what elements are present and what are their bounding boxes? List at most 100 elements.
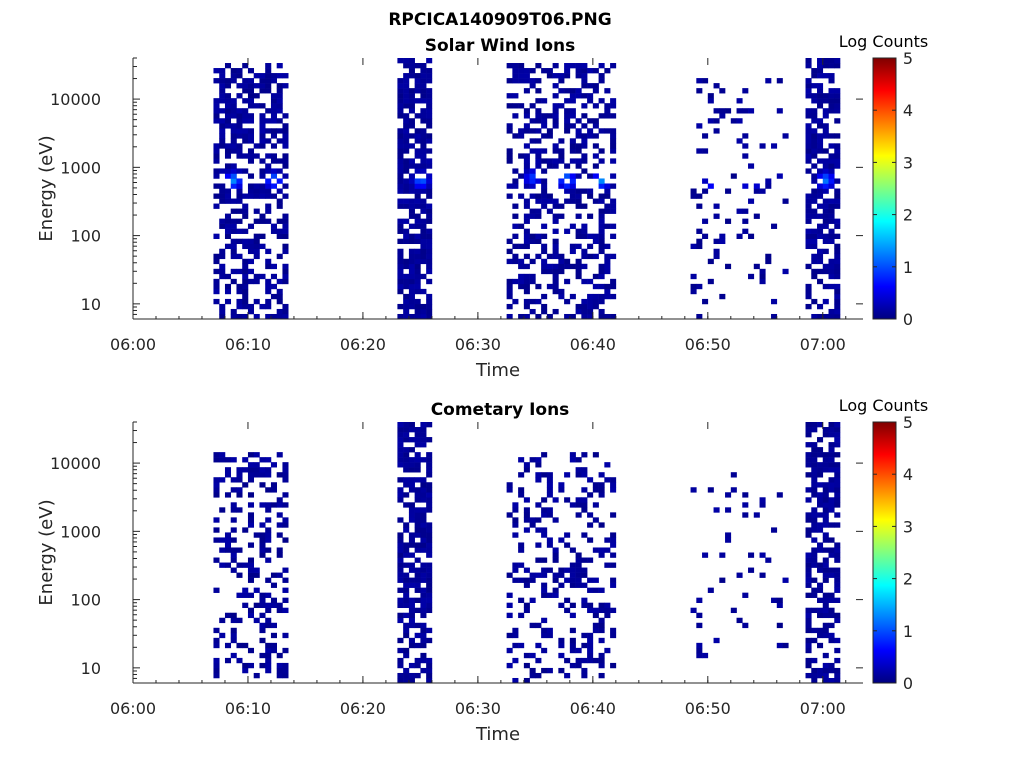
heatmap-cell: [541, 512, 548, 518]
heatmap-cell: [414, 597, 421, 603]
colorbar-tick-label: 3: [903, 517, 913, 536]
heatmap-cell: [523, 163, 530, 169]
heatmap-cell: [236, 238, 243, 245]
heatmap-cell: [811, 552, 818, 558]
heatmap-cell: [569, 602, 576, 609]
heatmap-cell: [581, 253, 588, 260]
heatmap-cell: [213, 193, 220, 199]
heatmap-cell: [581, 667, 588, 674]
heatmap-cell: [397, 432, 404, 438]
heatmap-cell: [512, 93, 519, 99]
heatmap-cell: [598, 228, 605, 234]
heatmap-cell: [834, 587, 841, 593]
heatmap-cell: [512, 233, 519, 239]
heatmap-cell: [581, 467, 588, 473]
heatmap-cell: [230, 228, 237, 234]
heatmap-cell: [224, 213, 232, 219]
heatmap-cell: [253, 83, 260, 89]
heatmap-cell: [518, 487, 525, 493]
heatmap-cell: [426, 472, 433, 478]
heatmap-cell: [265, 288, 272, 295]
heatmap-cell: [247, 78, 255, 84]
heatmap-cell: [535, 517, 542, 523]
heatmap-cell: [282, 647, 289, 654]
heatmap-cell: [811, 492, 818, 498]
heatmap-cell: [817, 123, 824, 129]
heatmap-cell: [742, 108, 749, 114]
heatmap-cell: [426, 607, 433, 614]
heatmap-cell: [552, 213, 559, 219]
heatmap-cell: [541, 268, 548, 275]
heatmap-cell: [253, 193, 260, 199]
heatmap-cell: [403, 672, 410, 679]
heatmap-cell: [523, 233, 530, 239]
heatmap-cell: [811, 118, 818, 124]
heatmap-cell: [834, 253, 841, 260]
heatmap-cell: [426, 148, 433, 154]
heatmap-cell: [224, 547, 232, 553]
heatmap-cell: [822, 667, 829, 674]
heatmap-cell: [569, 547, 576, 553]
heatmap-cell: [276, 228, 283, 234]
heatmap-cell: [403, 502, 410, 508]
heatmap-cell: [247, 98, 255, 104]
heatmap-cell: [834, 203, 841, 209]
heatmap-cell: [265, 298, 272, 305]
heatmap-cell: [702, 148, 709, 154]
heatmap-cell: [414, 572, 421, 578]
heatmap-cell: [725, 218, 732, 224]
heatmap-cell: [259, 472, 266, 478]
heatmap-cell: [518, 73, 525, 79]
heatmap-cell: [822, 502, 829, 508]
heatmap-cell: [834, 582, 841, 588]
heatmap-cell: [552, 238, 559, 245]
heatmap-cell: [408, 293, 415, 300]
heatmap-cell: [610, 662, 617, 669]
heatmap-cell: [282, 83, 289, 89]
heatmap-cell: [518, 258, 525, 265]
heatmap-cell: [828, 133, 835, 139]
heatmap-cell: [236, 253, 243, 260]
heatmap-cell: [587, 522, 594, 528]
heatmap-cell: [506, 647, 513, 654]
heatmap-cell: [564, 188, 571, 194]
heatmap-cell: [742, 512, 749, 518]
heatmap-cell: [408, 63, 415, 69]
heatmap-cell: [408, 258, 415, 265]
heatmap-cell: [282, 193, 289, 199]
heatmap-cell: [397, 153, 404, 159]
heatmap-cell: [610, 233, 617, 239]
heatmap-cell: [546, 542, 553, 548]
heatmap-cell: [569, 223, 576, 229]
heatmap-cell: [523, 218, 530, 224]
heatmap-cell: [213, 667, 220, 674]
heatmap-cell: [247, 467, 255, 473]
heatmap-cell: [719, 238, 726, 245]
heatmap-cell: [834, 88, 841, 94]
heatmap-cell: [213, 477, 220, 483]
heatmap-cell: [575, 203, 582, 209]
heatmap-cell: [828, 283, 835, 290]
heatmap-cell: [811, 672, 818, 679]
heatmap-cell: [805, 572, 812, 578]
heatmap-cell: [828, 457, 835, 463]
heatmap-cell: [426, 183, 433, 189]
heatmap-cell: [282, 113, 289, 119]
heatmap-cell: [408, 577, 415, 583]
heatmap-cell: [420, 118, 427, 124]
heatmap-cell: [581, 153, 588, 159]
heatmap-cell: [587, 557, 594, 563]
heatmap-cell: [587, 577, 594, 583]
heatmap-cell: [805, 208, 812, 214]
heatmap-cell: [276, 198, 283, 204]
heatmap-cell: [822, 672, 829, 679]
heatmap-cell: [253, 273, 260, 280]
heatmap-cell: [822, 283, 829, 290]
heatmap-cell: [805, 63, 812, 69]
heatmap-cell: [546, 208, 553, 214]
heatmap-cell: [569, 93, 576, 99]
heatmap-cell: [403, 303, 410, 310]
heatmap-cell: [397, 173, 404, 179]
heatmap-cell: [518, 472, 525, 478]
heatmap-cell: [265, 208, 272, 214]
